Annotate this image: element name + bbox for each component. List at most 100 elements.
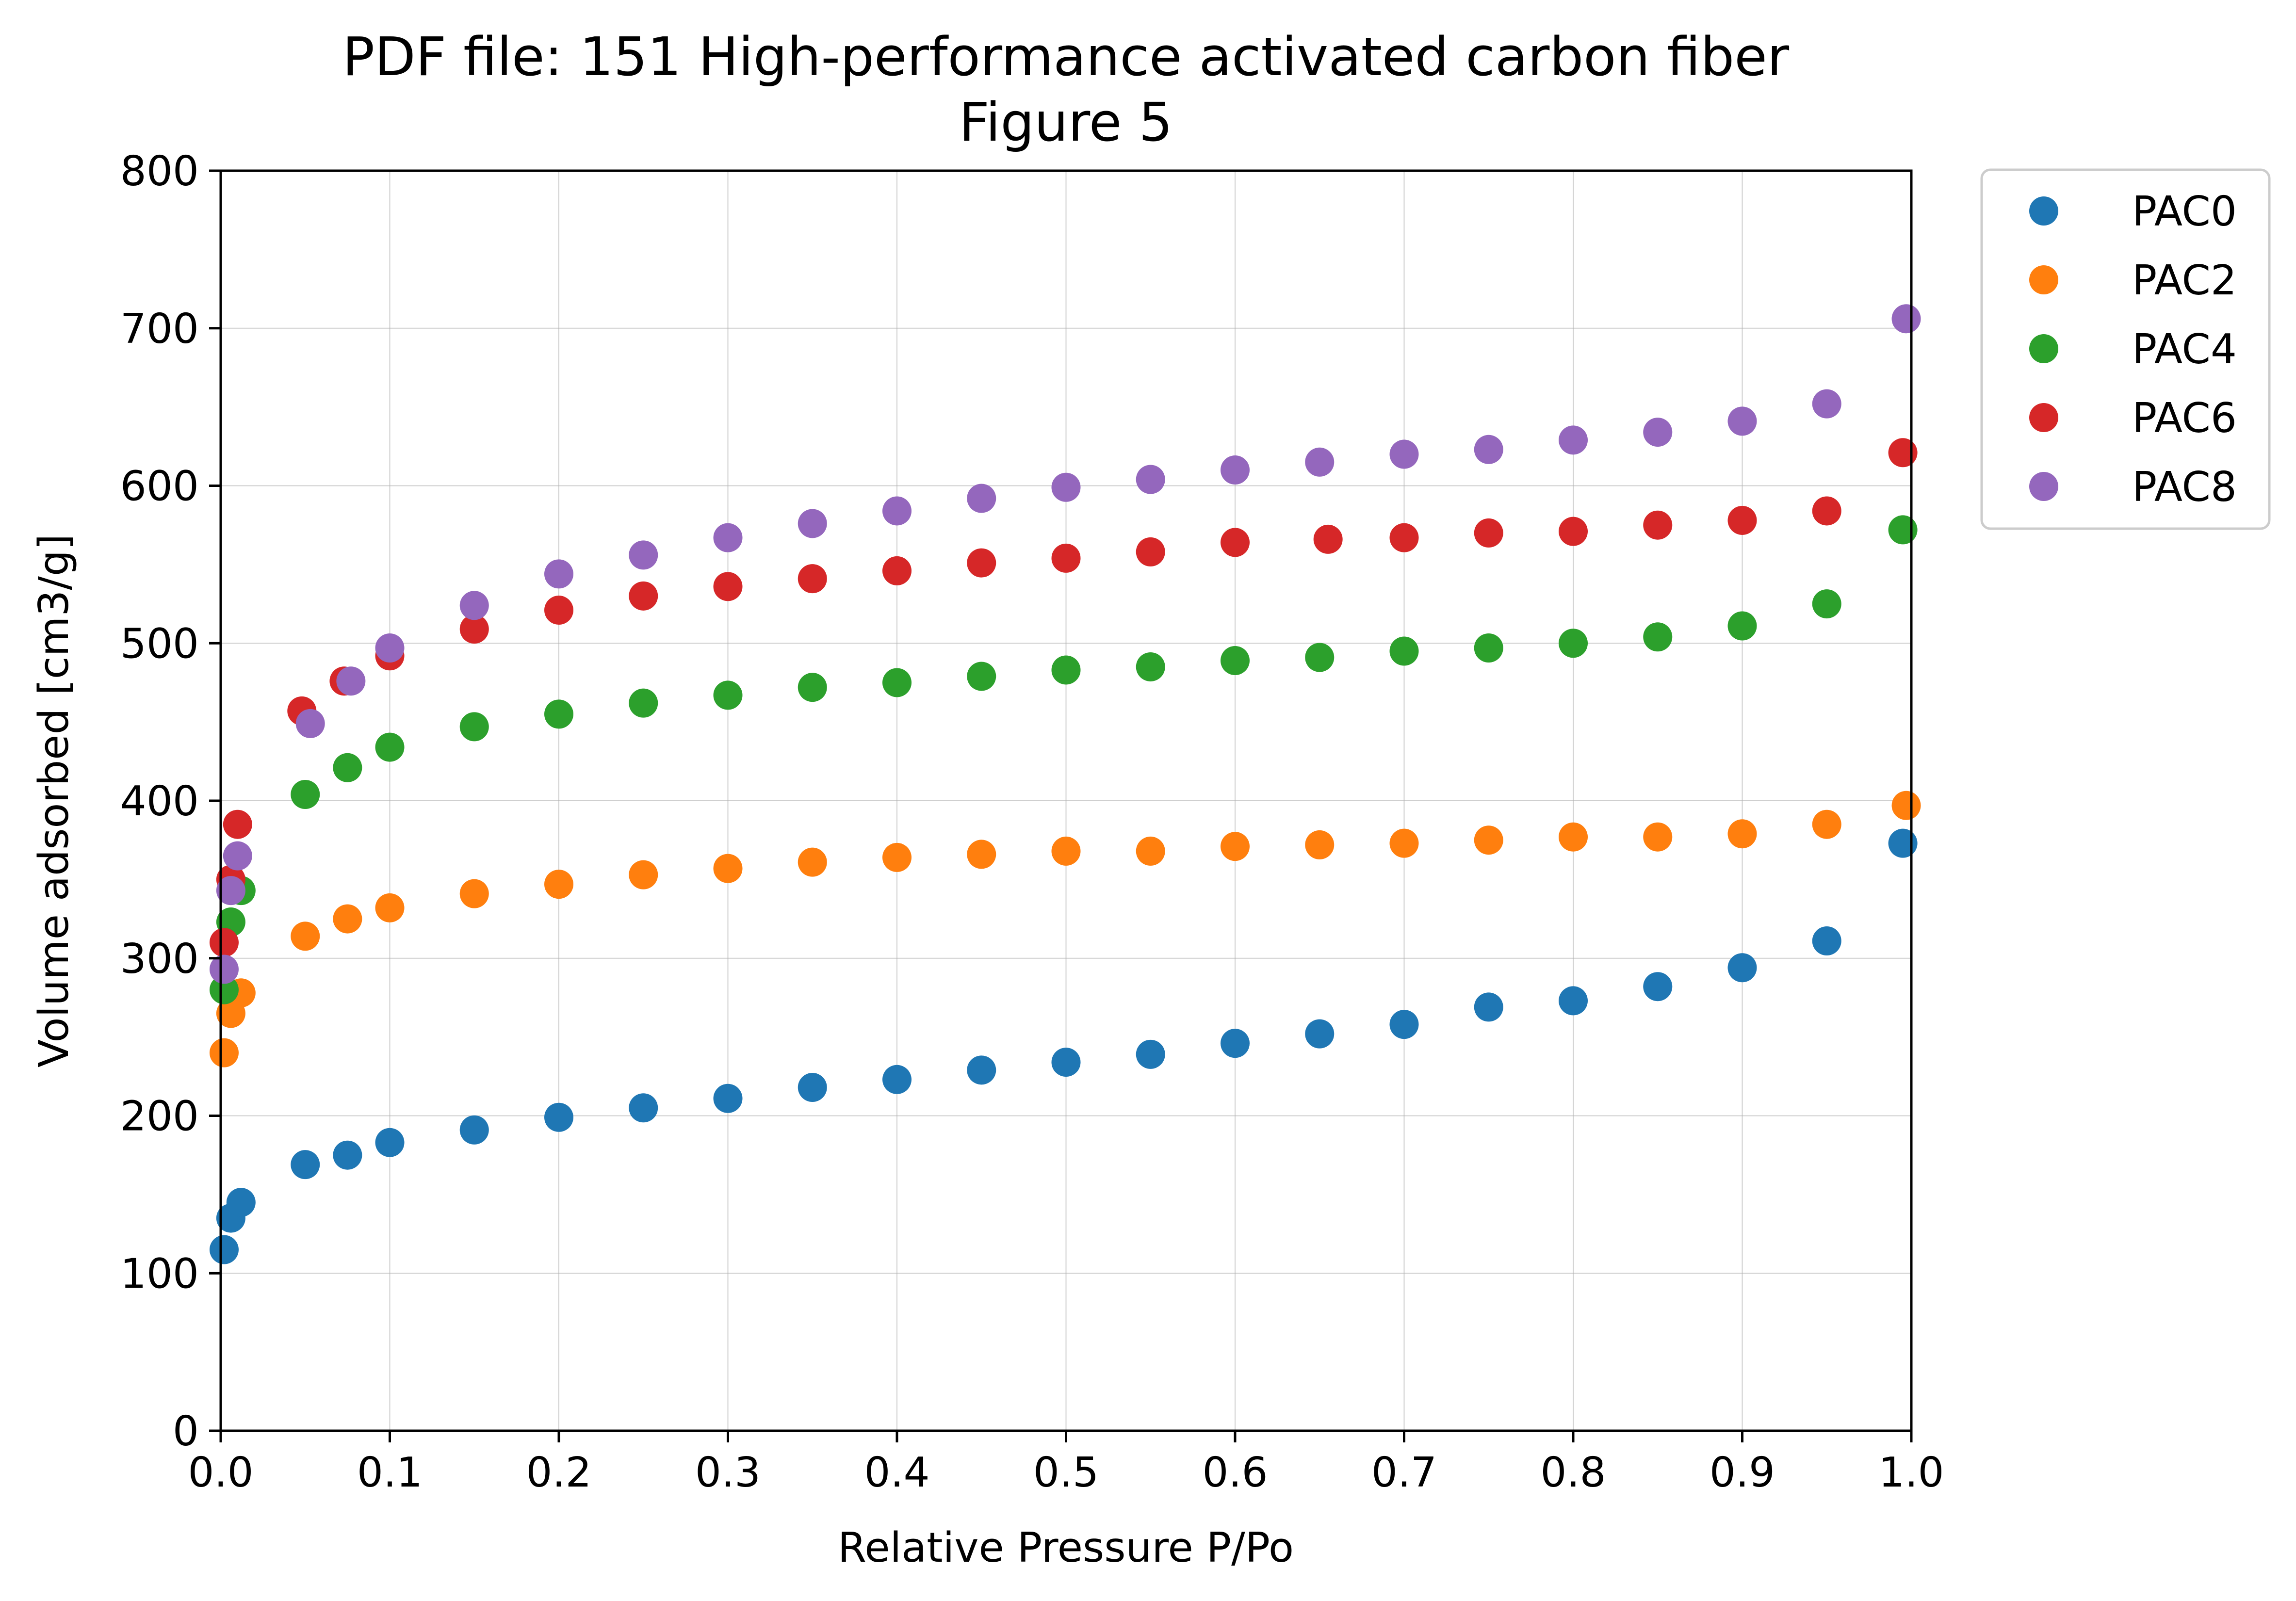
data-point: [1643, 822, 1673, 852]
y-tick-label: 100: [120, 1250, 199, 1298]
data-point: [209, 1235, 239, 1264]
data-point: [1559, 517, 1588, 546]
data-point: [882, 556, 912, 585]
data-point: [967, 662, 996, 691]
data-point: [1727, 406, 1757, 436]
data-point: [1305, 1019, 1335, 1049]
data-point: [1891, 791, 1921, 820]
data-point: [1812, 926, 1841, 956]
legend-label: PAC4: [2132, 325, 2237, 373]
data-point: [967, 840, 996, 869]
data-point: [223, 809, 252, 839]
data-point: [882, 1065, 912, 1094]
data-point: [1474, 825, 1503, 855]
data-point: [629, 688, 658, 718]
data-point: [1136, 465, 1165, 494]
legend-label: PAC8: [2132, 463, 2237, 511]
x-tick-label: 0.8: [1540, 1449, 1606, 1497]
data-point: [544, 596, 573, 625]
legend-label: PAC0: [2132, 188, 2237, 236]
data-point: [967, 1055, 996, 1085]
data-point: [1888, 438, 1918, 468]
data-point: [1389, 523, 1419, 552]
data-point: [798, 847, 827, 877]
data-point: [1727, 505, 1757, 535]
data-point: [967, 548, 996, 578]
legend: PAC0 PAC2 PAC4 PAC6 PAC8: [1980, 168, 2271, 530]
data-point: [295, 709, 325, 738]
data-point: [1888, 515, 1918, 545]
x-tick-label: 0.1: [357, 1449, 423, 1497]
data-point: [882, 496, 912, 526]
data-point: [216, 876, 245, 906]
data-point: [798, 1073, 827, 1102]
data-point: [1221, 528, 1250, 557]
series-pac8: [209, 304, 1921, 984]
data-point: [798, 673, 827, 702]
data-point: [291, 922, 320, 951]
data-point: [459, 615, 489, 644]
data-point: [1221, 1029, 1250, 1058]
data-point: [459, 1115, 489, 1145]
data-point: [291, 1150, 320, 1180]
y-tick-label: 700: [120, 305, 199, 353]
data-point: [1643, 510, 1673, 540]
data-point: [629, 1093, 658, 1123]
data-point: [1051, 543, 1081, 573]
data-point: [1389, 1010, 1419, 1039]
data-point: [1559, 986, 1588, 1016]
data-point: [1313, 524, 1343, 554]
y-tick-label: 600: [120, 463, 199, 511]
data-point: [226, 1188, 256, 1217]
data-point: [1305, 643, 1335, 672]
data-point: [459, 879, 489, 908]
data-point: [1389, 636, 1419, 666]
data-point: [1643, 418, 1673, 447]
series-pac6: [209, 438, 1918, 957]
x-tick-label: 0.3: [695, 1449, 761, 1497]
series-pac0: [209, 828, 1918, 1264]
data-point: [1221, 455, 1250, 485]
data-point: [209, 1038, 239, 1067]
data-point: [1221, 646, 1250, 675]
data-point: [544, 699, 573, 729]
y-tick-label: 400: [120, 777, 199, 825]
data-point: [713, 680, 743, 710]
x-axis-label: Relative Pressure P/Po: [838, 1524, 1294, 1572]
legend-label: PAC2: [2132, 257, 2237, 305]
data-point: [1727, 953, 1757, 983]
data-point: [798, 509, 827, 538]
data-point: [1051, 836, 1081, 866]
data-point: [375, 893, 405, 922]
data-point: [1888, 828, 1918, 858]
data-point: [1305, 447, 1335, 477]
data-point: [1559, 425, 1588, 455]
data-point: [544, 870, 573, 899]
data-point: [1051, 1048, 1081, 1077]
data-point: [1136, 836, 1165, 866]
data-point: [1891, 304, 1921, 334]
y-tick-label: 300: [120, 935, 199, 983]
data-point: [459, 712, 489, 742]
legend-marker: [2029, 196, 2058, 226]
data-point: [1136, 1039, 1165, 1069]
x-tick-label: 0.4: [864, 1449, 929, 1497]
data-point: [1474, 518, 1503, 548]
data-point: [1389, 439, 1419, 469]
data-point: [713, 572, 743, 601]
data-point: [882, 842, 912, 872]
data-point: [291, 780, 320, 809]
legend-label: PAC6: [2132, 394, 2237, 442]
data-point: [629, 540, 658, 570]
data-point: [713, 523, 743, 552]
data-point: [333, 753, 362, 782]
data-point: [209, 928, 239, 957]
data-point: [1305, 830, 1335, 859]
x-tick-label: 0.5: [1033, 1449, 1099, 1497]
data-point: [713, 854, 743, 883]
legend-marker: [2029, 265, 2058, 294]
data-point: [1051, 655, 1081, 685]
data-point: [333, 904, 362, 934]
data-point: [544, 559, 573, 589]
data-point: [967, 484, 996, 513]
